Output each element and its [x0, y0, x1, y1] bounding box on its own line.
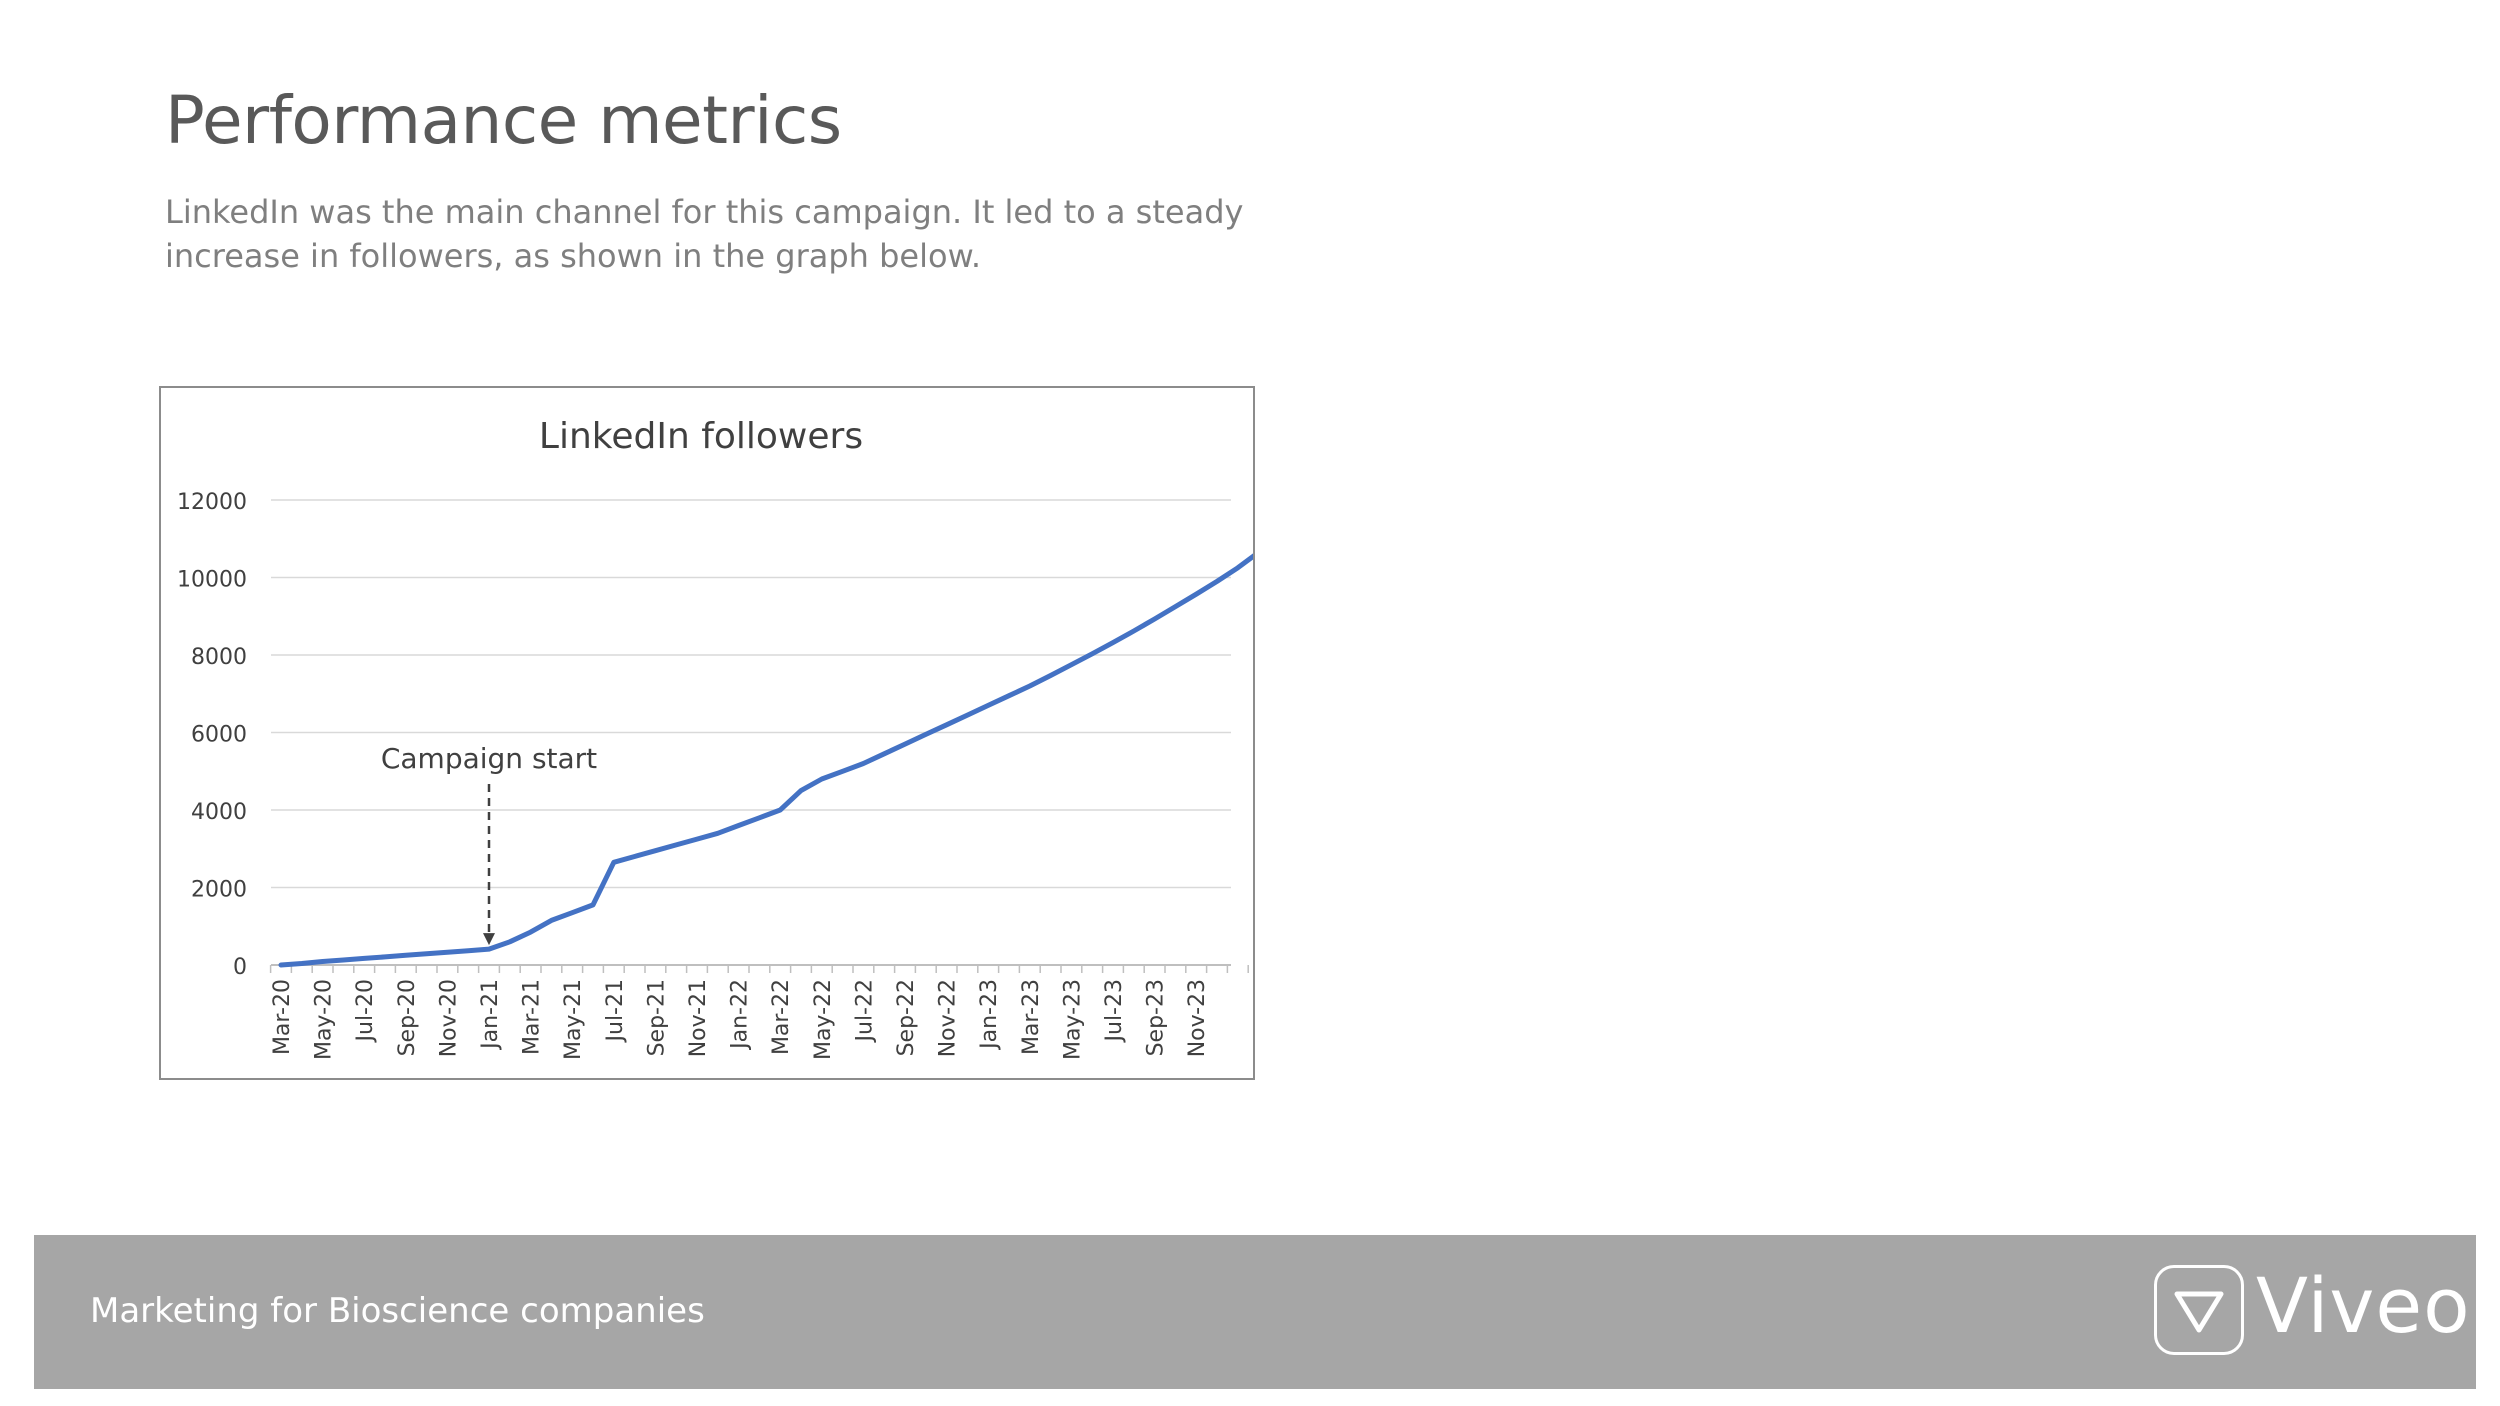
x-tick-label: Sep-22	[894, 979, 919, 1056]
x-tick-label: Mar-22	[769, 979, 794, 1055]
linkedin-followers-chart: LinkedIn followers 0 2000 4000 6000 8000 1000…	[159, 386, 1255, 1080]
footer-text: Marketing for Bioscience companies	[90, 1291, 705, 1331]
x-tick-label: Nov-21	[686, 979, 711, 1057]
intro-text: LinkedIn was the main channel for this c…	[165, 193, 1244, 275]
y-tick-label: 2000	[191, 878, 247, 903]
y-tick-label: 4000	[191, 800, 247, 825]
x-tick-label: May-23	[1060, 979, 1085, 1060]
x-tick-label: May-21	[561, 979, 586, 1060]
y-tick-label: 0	[233, 955, 247, 980]
viveo-logo-text: Viveo	[2256, 1261, 2471, 1350]
x-tick-label: Nov-23	[1185, 979, 1210, 1057]
viveo-logo-icon	[2154, 1265, 2244, 1355]
x-tick-label: Jan-23	[977, 979, 1002, 1051]
x-tick-label: Sep-23	[1144, 979, 1169, 1056]
footer-bar: Marketing for Bioscience companies Viveo	[34, 1235, 2476, 1389]
x-tick-label: Jul-23	[1102, 979, 1127, 1043]
x-tick-label: Jul-20	[353, 979, 378, 1043]
chart-canvas: LinkedIn followers 0 2000 4000 6000 8000 1000…	[177, 416, 1253, 1060]
x-tick-label: Mar-23	[1019, 979, 1044, 1055]
chart-title: LinkedIn followers	[539, 416, 863, 457]
x-tick-label: May-20	[312, 979, 337, 1060]
y-tick-label: 8000	[191, 645, 247, 670]
x-tick-label: Jan-21	[478, 979, 503, 1051]
y-tick-label: 10000	[177, 568, 247, 593]
x-tick-label: Mar-20	[270, 979, 295, 1055]
x-tick-label: Jul-21	[603, 979, 628, 1043]
x-tick-label: Sep-21	[644, 979, 669, 1056]
x-tick-label: Jan-22	[728, 979, 753, 1051]
x-tick-label: Nov-20	[436, 979, 461, 1057]
series-line-linkedin-followers	[278, 553, 1253, 968]
x-tick-label: Jul-22	[852, 979, 877, 1043]
x-tick-label: Nov-22	[936, 979, 961, 1057]
y-tick-label: 6000	[191, 723, 247, 748]
campaign-start-label: Campaign start	[381, 742, 597, 775]
y-tick-label: 12000	[177, 490, 247, 515]
x-tick-label: Sep-20	[395, 979, 420, 1056]
x-tick-label: Mar-21	[520, 979, 545, 1055]
x-tick-label: May-22	[811, 979, 836, 1060]
campaign-start-arrowhead	[483, 933, 495, 946]
page-title: Performance metrics	[165, 82, 842, 159]
